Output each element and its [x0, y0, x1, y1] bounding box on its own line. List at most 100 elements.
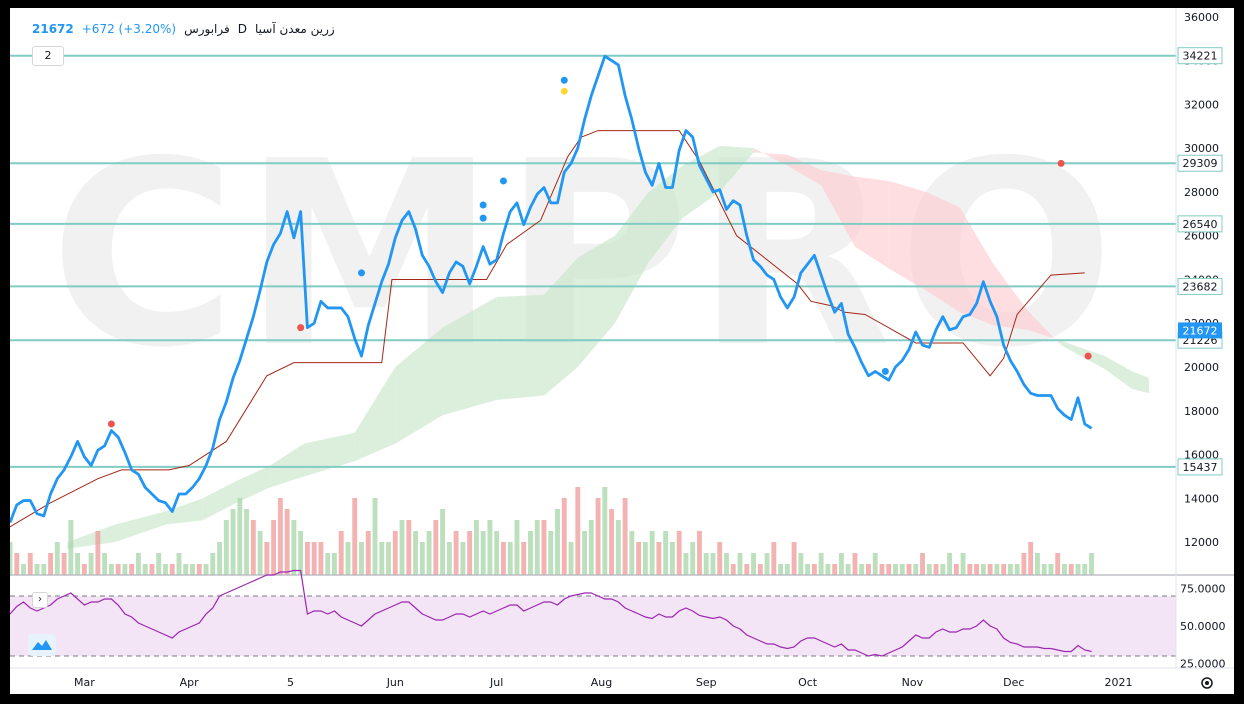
gear-icon[interactable]: [1201, 677, 1213, 689]
volume-bar: [642, 542, 648, 575]
price-tick-label: 26000: [1184, 230, 1219, 243]
volume-bar: [34, 564, 40, 575]
price-tick-label: 20000: [1184, 361, 1219, 374]
volume-bar: [1075, 564, 1081, 575]
rsi-axis: 25.0000 50.0000 75.0000: [1180, 583, 1226, 671]
volume-bar: [548, 531, 554, 575]
volume-bar: [446, 542, 452, 575]
volume-bar: [744, 564, 750, 575]
volume-bar: [967, 564, 973, 575]
cloud-segment: [304, 432, 355, 477]
cloud-segment: [442, 296, 497, 416]
volume-bar: [27, 553, 33, 575]
volume-bar: [332, 553, 337, 575]
volume-bar: [264, 542, 270, 575]
volume-bar: [926, 564, 932, 575]
time-tick-label: Apr: [180, 676, 200, 689]
volume-bar: [115, 564, 121, 575]
volume-bar: [203, 564, 209, 575]
rsi-band: [10, 596, 1176, 656]
volume-bar: [1001, 564, 1007, 575]
volume-bar: [1055, 553, 1061, 575]
volume-bar: [947, 553, 953, 575]
volume-bar: [669, 542, 675, 575]
cloud-segment: [496, 294, 544, 400]
cloud-segment: [165, 498, 203, 525]
time-tick-label: Jul: [489, 676, 503, 689]
volume-bar: [838, 553, 844, 575]
volume-bar: [717, 542, 723, 575]
signal-marker: [479, 201, 487, 209]
volume-bar: [176, 553, 182, 575]
volume-bar: [298, 531, 304, 575]
volume-bar: [440, 509, 446, 575]
volume-bar: [798, 553, 804, 575]
price-tick-label: 30000: [1184, 142, 1219, 155]
volume-bar: [893, 564, 898, 575]
volume-bar: [940, 564, 946, 575]
volume-bar: [771, 542, 777, 575]
volume-bar: [832, 564, 838, 575]
volume-bar: [271, 520, 277, 575]
volume-bar: [805, 564, 811, 575]
symbol-title: زرین معدن آسیا: [255, 22, 335, 36]
volume-bar: [54, 542, 60, 575]
cloud-segment: [270, 443, 305, 488]
pane-count-button[interactable]: 2: [32, 46, 64, 66]
rsi-tick-label: 50.0000: [1180, 620, 1226, 633]
volume-bar: [291, 520, 297, 575]
signal-marker: [881, 367, 889, 375]
volume-bar: [75, 553, 81, 575]
volume-bar: [757, 564, 763, 575]
volume-bar: [697, 531, 702, 575]
cloud-segment: [114, 511, 166, 543]
volume-bar: [1062, 564, 1067, 575]
price-tick-label: 18000: [1184, 405, 1219, 418]
time-tick-label: 5: [287, 676, 294, 689]
volume-bar: [61, 553, 67, 575]
volume-bars: [10, 487, 1094, 575]
volume-bar: [899, 564, 905, 575]
symbol-legend[interactable]: 21672 +672 (+3.20%) فرابورس D زرین معدن …: [32, 22, 335, 36]
rsi-pane: [10, 569, 1234, 657]
cloud-segment: [925, 191, 960, 313]
price-tick-label: 16000: [1184, 449, 1219, 462]
volume-bar: [724, 553, 729, 575]
volume-bar: [629, 531, 635, 575]
interval-label[interactable]: D: [237, 22, 247, 36]
rsi-tick-label: 25.0000: [1180, 658, 1226, 671]
volume-bar: [676, 531, 682, 575]
volume-bar: [811, 564, 817, 575]
volume-bar: [534, 520, 540, 575]
gear-hub: [1205, 681, 1209, 685]
level-price-tag: [1177, 154, 1223, 172]
cloud-segment: [719, 145, 754, 192]
level-price-tag-label: 29309: [1183, 157, 1218, 170]
tradingview-logo-icon[interactable]: [28, 634, 56, 656]
volume-bar: [521, 542, 527, 575]
volume-bar: [588, 520, 594, 575]
volume-bar: [386, 542, 391, 575]
volume-bar: [487, 520, 493, 575]
volume-bar: [480, 531, 486, 575]
volume-bar: [311, 542, 317, 575]
level-price-tag-label: 15437: [1183, 461, 1218, 474]
signal-marker: [499, 177, 507, 185]
cloud-segment: [354, 367, 396, 462]
volume-bar: [210, 553, 216, 575]
expand-button[interactable]: ›: [32, 592, 48, 608]
volume-bar: [920, 553, 925, 575]
volume-bar: [1034, 553, 1040, 575]
volume-bar: [1082, 564, 1088, 575]
volume-bar: [108, 564, 114, 575]
signal-marker: [357, 269, 365, 277]
volume-bar: [507, 542, 513, 575]
volume-bar: [284, 509, 290, 575]
cloud-segment: [1061, 340, 1106, 370]
volume-bar: [304, 542, 310, 575]
signal-marker: [1084, 352, 1092, 360]
volume-bar: [636, 542, 642, 575]
time-tick-label: Mar: [74, 676, 95, 689]
